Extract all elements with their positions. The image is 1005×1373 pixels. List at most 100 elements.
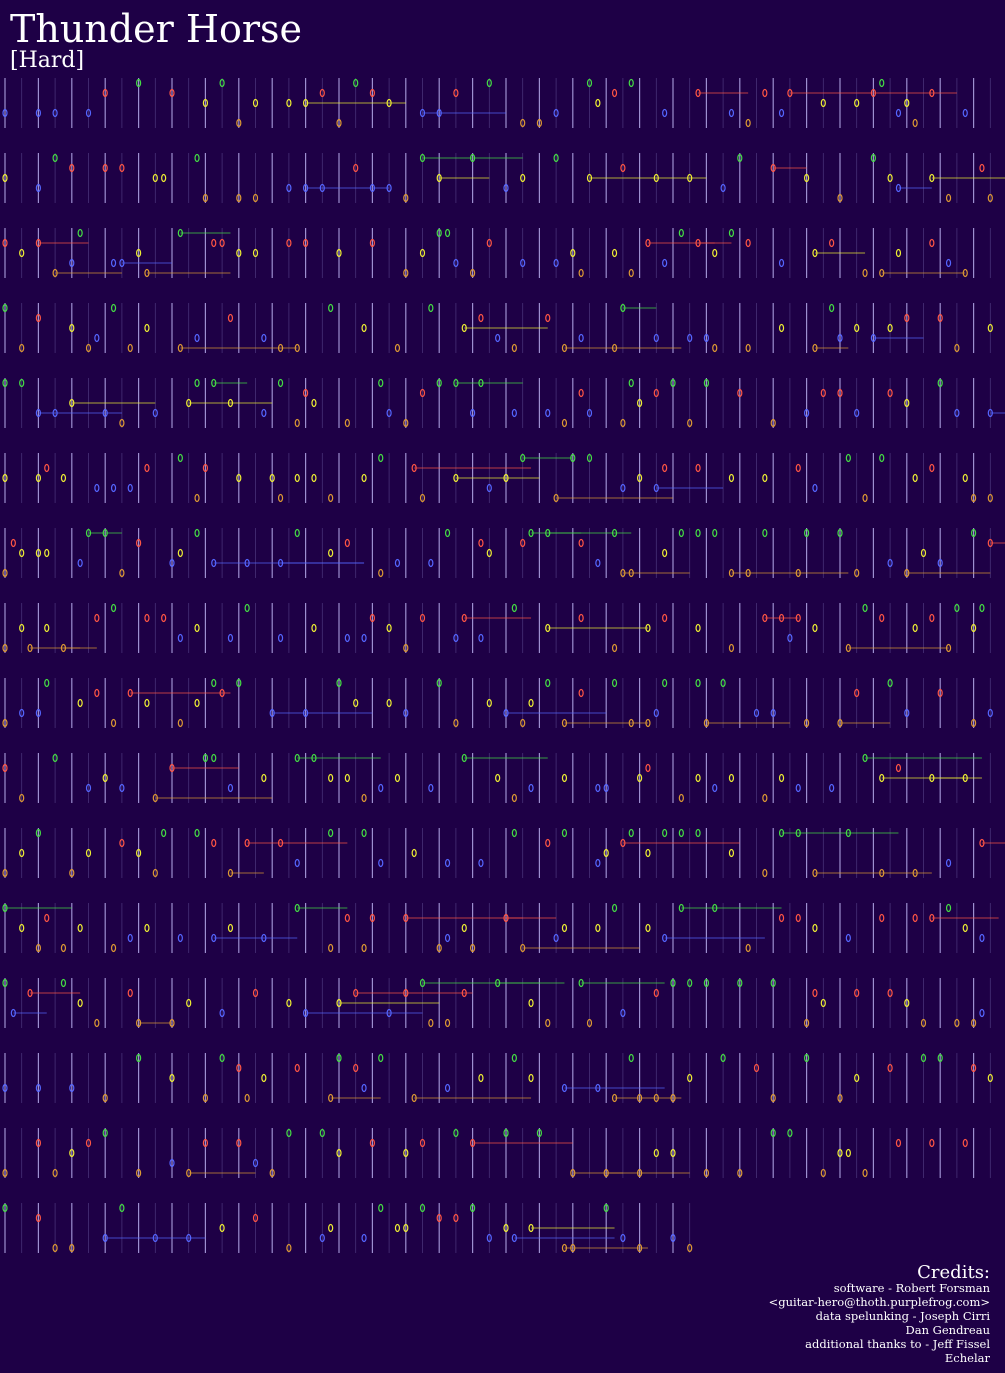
note bbox=[177, 228, 183, 238]
note bbox=[252, 98, 259, 108]
note bbox=[929, 613, 935, 623]
note bbox=[970, 623, 977, 633]
note bbox=[762, 88, 768, 98]
note bbox=[712, 903, 718, 913]
note bbox=[545, 1018, 551, 1028]
note bbox=[2, 868, 8, 878]
note bbox=[511, 343, 517, 353]
note bbox=[762, 868, 768, 878]
note bbox=[110, 303, 117, 313]
note bbox=[545, 623, 551, 633]
note bbox=[236, 118, 242, 128]
note bbox=[186, 998, 192, 1008]
note bbox=[52, 108, 58, 118]
note bbox=[520, 173, 526, 183]
note bbox=[745, 343, 751, 353]
note bbox=[879, 868, 885, 878]
note bbox=[728, 108, 735, 118]
note bbox=[361, 1083, 367, 1093]
note bbox=[186, 1233, 192, 1243]
note bbox=[812, 988, 818, 998]
note bbox=[603, 1203, 609, 1213]
note bbox=[277, 343, 284, 353]
note bbox=[770, 163, 776, 173]
note bbox=[636, 473, 643, 483]
note bbox=[812, 923, 818, 933]
note bbox=[119, 258, 125, 268]
note bbox=[144, 923, 150, 933]
note bbox=[553, 153, 559, 163]
note bbox=[277, 838, 284, 848]
note bbox=[136, 1053, 142, 1063]
note bbox=[628, 1053, 634, 1063]
note bbox=[653, 173, 659, 183]
note bbox=[211, 238, 217, 248]
note bbox=[2, 978, 8, 988]
note bbox=[870, 88, 877, 98]
note bbox=[945, 258, 952, 268]
note bbox=[937, 688, 943, 698]
note bbox=[954, 343, 960, 353]
note bbox=[536, 1128, 543, 1138]
note bbox=[829, 783, 835, 793]
note bbox=[44, 678, 50, 688]
note bbox=[962, 108, 968, 118]
note bbox=[252, 248, 259, 258]
note bbox=[553, 108, 559, 118]
note bbox=[136, 538, 142, 548]
note bbox=[854, 1073, 860, 1083]
note bbox=[645, 238, 651, 248]
note bbox=[645, 763, 651, 773]
note bbox=[486, 548, 492, 558]
note bbox=[678, 903, 684, 913]
note bbox=[611, 248, 618, 258]
note bbox=[470, 153, 476, 163]
note bbox=[561, 828, 568, 838]
note bbox=[511, 828, 517, 838]
note bbox=[461, 923, 467, 933]
note bbox=[753, 708, 760, 718]
note bbox=[311, 473, 317, 483]
note bbox=[778, 108, 785, 118]
note bbox=[712, 343, 718, 353]
note bbox=[904, 568, 910, 578]
note bbox=[862, 268, 868, 278]
note bbox=[453, 378, 459, 388]
note bbox=[85, 783, 92, 793]
note bbox=[411, 1093, 417, 1103]
note bbox=[35, 313, 42, 323]
note bbox=[369, 238, 375, 248]
note bbox=[695, 463, 701, 473]
note bbox=[69, 1083, 75, 1093]
note bbox=[403, 988, 409, 998]
note bbox=[478, 313, 484, 323]
note bbox=[653, 1148, 659, 1158]
note bbox=[578, 538, 584, 548]
note bbox=[695, 88, 701, 98]
note bbox=[136, 248, 142, 258]
note bbox=[319, 1233, 325, 1243]
note bbox=[561, 418, 568, 428]
note bbox=[311, 623, 317, 633]
note bbox=[69, 323, 75, 333]
note bbox=[227, 398, 234, 408]
note bbox=[962, 1138, 968, 1148]
note bbox=[620, 303, 626, 313]
note bbox=[862, 1168, 868, 1178]
note bbox=[378, 453, 384, 463]
note bbox=[929, 773, 935, 783]
note bbox=[453, 1213, 459, 1223]
note bbox=[879, 613, 885, 623]
note bbox=[2, 1203, 8, 1213]
note bbox=[620, 163, 626, 173]
note bbox=[353, 988, 359, 998]
note bbox=[186, 1168, 192, 1178]
note bbox=[920, 1018, 927, 1028]
note bbox=[127, 933, 133, 943]
note bbox=[52, 153, 58, 163]
note bbox=[144, 323, 150, 333]
note bbox=[127, 688, 133, 698]
note bbox=[803, 408, 810, 418]
